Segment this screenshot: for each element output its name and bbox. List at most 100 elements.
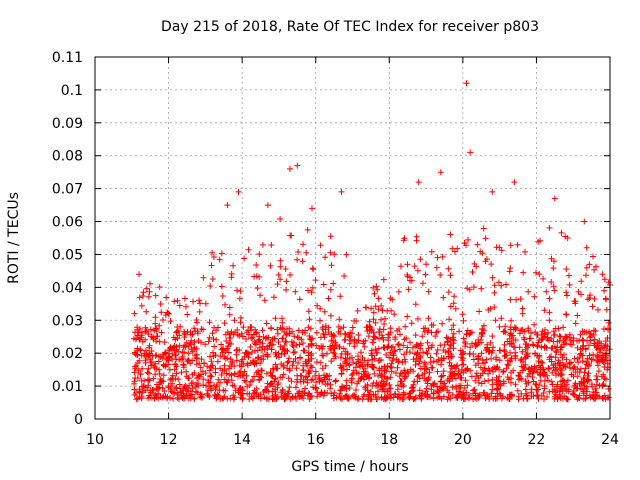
data-point (197, 364, 204, 371)
data-point (382, 315, 388, 322)
data-point (519, 348, 526, 355)
data-point (175, 348, 182, 355)
data-point (186, 375, 192, 382)
data-point (256, 373, 263, 380)
data-point (293, 384, 299, 391)
data-point (337, 330, 344, 337)
data-point (522, 248, 528, 255)
data-point (577, 331, 584, 338)
data-point (519, 305, 526, 312)
data-point (336, 344, 343, 351)
data-point (561, 351, 567, 358)
data-point (578, 291, 584, 298)
data-point (519, 367, 526, 374)
data-point (281, 342, 288, 349)
data-point (498, 282, 505, 289)
data-point (446, 378, 453, 385)
data-point (297, 354, 303, 361)
data-point (471, 386, 478, 393)
data-point (600, 381, 607, 387)
data-point (357, 363, 364, 370)
data-point (605, 279, 612, 286)
data-point (495, 279, 502, 286)
data-point (225, 365, 232, 372)
data-point (371, 290, 378, 297)
data-point (513, 325, 520, 332)
data-point (202, 370, 209, 377)
data-point (472, 390, 479, 397)
data-point (153, 352, 160, 359)
data-point (375, 345, 382, 352)
data-point (244, 360, 251, 367)
data-point (224, 202, 231, 209)
data-point (508, 317, 515, 324)
data-point (530, 342, 537, 349)
data-point (237, 319, 244, 326)
data-point (277, 257, 284, 264)
data-point (550, 362, 557, 369)
data-point (469, 269, 476, 275)
data-point (213, 395, 220, 402)
data-point (203, 382, 210, 389)
data-point (465, 236, 471, 243)
data-point (222, 387, 229, 394)
data-point (330, 395, 337, 402)
data-point (295, 327, 302, 334)
data-point (343, 251, 350, 258)
data-point (355, 358, 362, 365)
data-point (285, 358, 292, 365)
data-point (422, 325, 429, 332)
data-point (406, 390, 413, 397)
data-point (292, 288, 299, 295)
data-point (259, 343, 266, 350)
data-point (553, 372, 559, 379)
data-point (404, 261, 411, 268)
data-point (355, 337, 362, 344)
data-point (305, 343, 312, 350)
data-point (363, 324, 370, 331)
data-point (191, 395, 198, 402)
data-point (468, 329, 475, 336)
data-point (211, 343, 218, 350)
data-point (507, 349, 514, 356)
data-point (254, 285, 261, 292)
data-point (508, 379, 514, 386)
data-point (161, 388, 168, 395)
data-point (424, 350, 431, 357)
data-point (291, 349, 298, 355)
data-point (317, 305, 324, 312)
data-point (587, 334, 593, 341)
data-point (131, 391, 138, 398)
data-point (476, 308, 483, 315)
data-point (409, 384, 416, 391)
data-point (155, 395, 162, 402)
data-point (426, 369, 433, 376)
data-point (528, 393, 535, 399)
data-point (303, 249, 310, 256)
data-point (602, 338, 609, 345)
data-point (137, 347, 144, 354)
data-point (492, 317, 499, 324)
data-point (505, 376, 512, 383)
data-point (514, 387, 521, 394)
data-point (564, 377, 571, 384)
data-point (540, 275, 547, 282)
data-point (355, 395, 362, 402)
data-point (278, 351, 285, 358)
data-point (134, 351, 141, 358)
data-point (444, 396, 451, 403)
data-point (306, 396, 313, 402)
data-point (164, 395, 171, 402)
y-axis-label: ROTI / TECUs (6, 192, 22, 284)
data-point (297, 372, 304, 379)
data-point (375, 306, 382, 313)
data-point (279, 346, 286, 353)
data-point (318, 377, 325, 384)
data-point (383, 368, 390, 375)
data-point (302, 327, 309, 334)
data-point (584, 378, 591, 385)
data-point (368, 305, 375, 312)
data-point (546, 224, 553, 231)
data-point (247, 344, 254, 350)
data-point (531, 321, 538, 328)
